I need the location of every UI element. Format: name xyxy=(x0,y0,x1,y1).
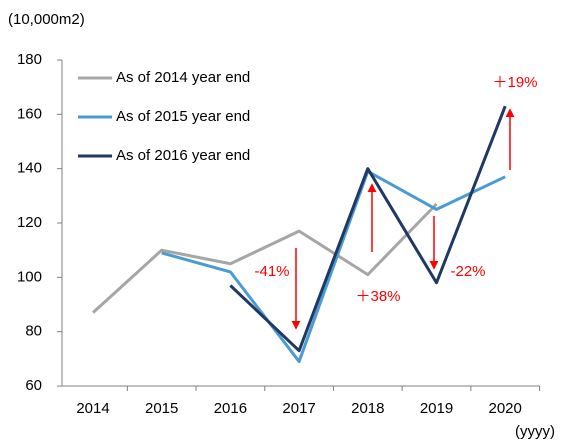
y-axis-label: (10,000m2) xyxy=(8,11,85,28)
series-line xyxy=(161,169,506,364)
y-tick-label: 160 xyxy=(17,105,42,122)
annotation: -22% xyxy=(450,263,485,280)
legend-label: As of 2015 year end xyxy=(116,108,250,125)
y-tick-label: 140 xyxy=(17,160,42,177)
x-tick-label: 2015 xyxy=(145,400,178,417)
x-tick-label: 2016 xyxy=(214,400,247,417)
y-tick-label: 180 xyxy=(17,51,42,68)
y-tick-label: 120 xyxy=(17,214,42,231)
legend-label: As of 2016 year end xyxy=(116,147,250,164)
series-line xyxy=(91,202,438,314)
y-tick-label: 100 xyxy=(17,268,42,285)
annotation: -41% xyxy=(254,263,289,280)
y-tick-label: 80 xyxy=(25,323,42,340)
x-axis-label: (yyyy) xyxy=(515,423,555,440)
x-tick-label: 2018 xyxy=(351,400,384,417)
x-tick-label: 2020 xyxy=(489,400,522,417)
annotation: ＋38% xyxy=(355,288,400,305)
series-line xyxy=(229,105,507,353)
x-tick-label: 2019 xyxy=(420,400,453,417)
legend-label: As of 2014 year end xyxy=(116,69,250,86)
x-tick-label: 2014 xyxy=(76,400,109,417)
annotation: ＋19% xyxy=(492,74,537,91)
x-tick-label: 2017 xyxy=(282,400,315,417)
y-tick-label: 60 xyxy=(25,377,42,394)
